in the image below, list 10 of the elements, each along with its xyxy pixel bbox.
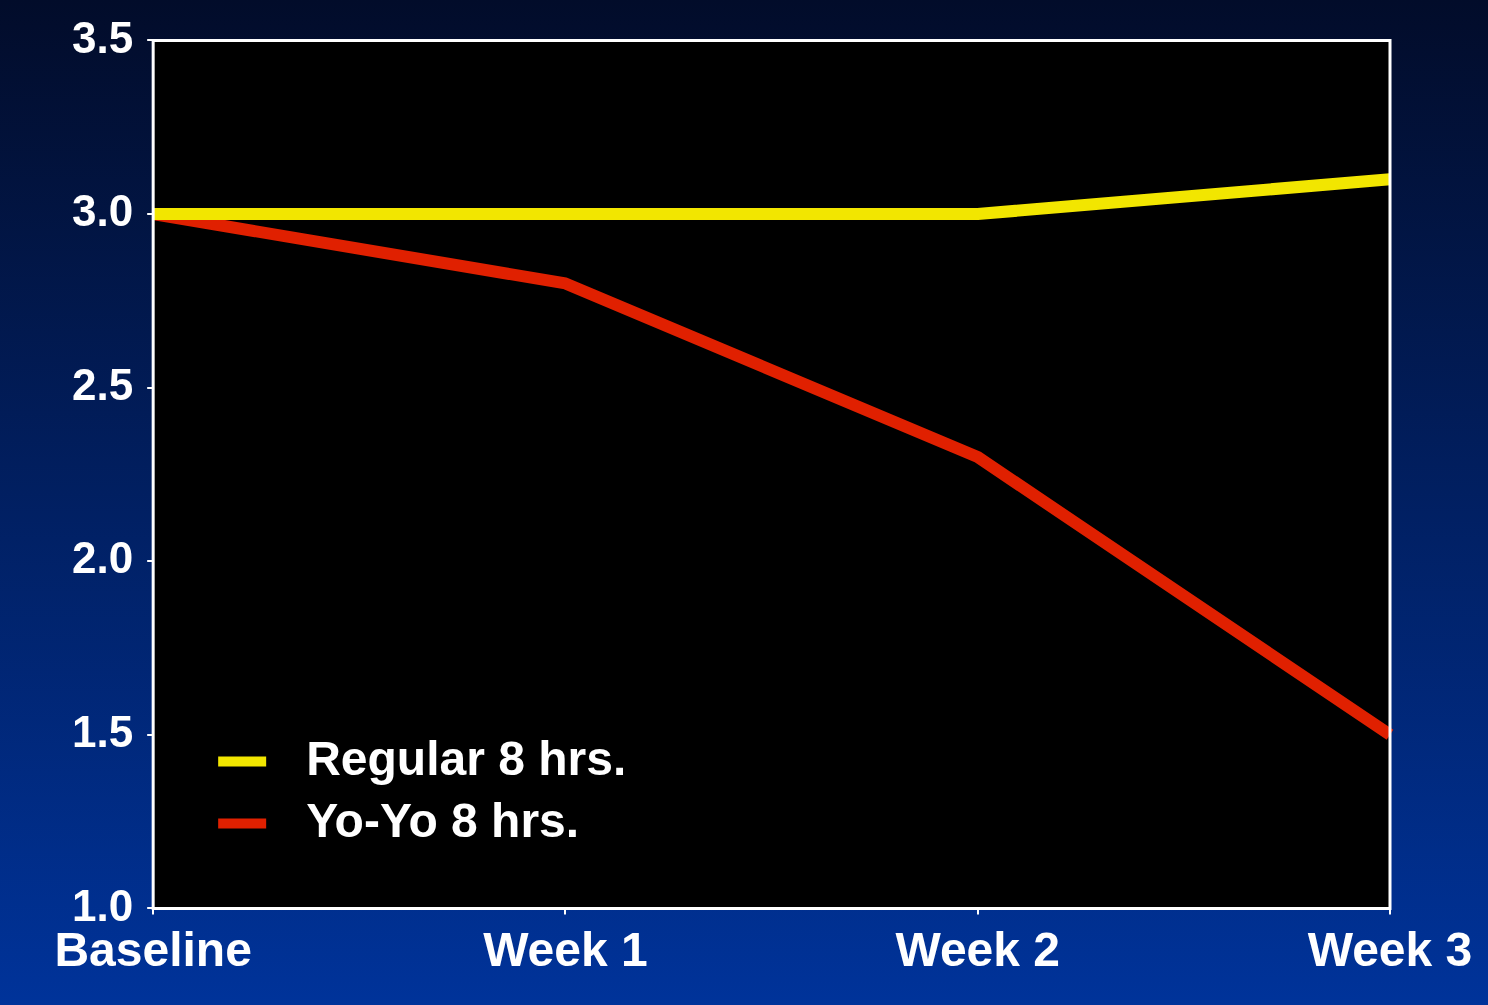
y-tick-label: 2.5 [71, 359, 134, 409]
y-tick-label: 3.5 [71, 12, 134, 62]
legend-label: Regular 8 hrs. [306, 731, 627, 785]
x-tick-label: Week 2 [895, 923, 1060, 977]
y-tick-label: 2.0 [71, 533, 134, 583]
y-tick-label: 3.0 [71, 186, 134, 236]
legend-label: Yo-Yo 8 hrs. [306, 793, 580, 847]
x-tick-label: Week 1 [483, 923, 648, 977]
x-tick-label: Week 3 [1307, 923, 1473, 977]
y-tick-label: 1.5 [71, 706, 134, 756]
